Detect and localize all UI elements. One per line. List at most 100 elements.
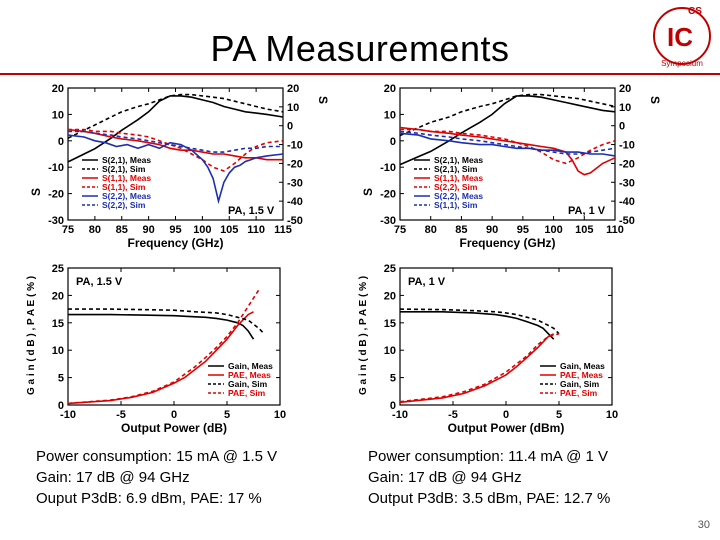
title-rule: [0, 73, 720, 75]
caption-right-line-2: Gain: 17 dB @ 94 GHz: [368, 469, 522, 486]
y-right-tick-label: -40: [619, 196, 635, 208]
chart-area: 75 80 85 90 95 100 105 110 11520100-10-20-302010…: [26, 83, 662, 435]
series-line-4: [400, 333, 560, 403]
y-right-tick-label: -10: [287, 140, 303, 152]
y-tick-label: -10: [48, 162, 64, 174]
series-line-2: [400, 333, 555, 404]
legend-label: Gain, Sim: [560, 379, 600, 389]
x-tick-label: 110: [247, 224, 265, 236]
series-line-1: [400, 95, 615, 166]
caption-left-line-2: Gain: 17 dB @ 94 GHz: [36, 469, 190, 486]
y-right-tick-label: 0: [287, 121, 293, 133]
y-tick-label: -10: [380, 162, 396, 174]
x-axis-label: Output Power (dBm): [448, 421, 565, 435]
x-tick-label: 100: [193, 224, 211, 236]
series-line-2: [68, 311, 254, 405]
legend-label: S(2,1), Sim: [434, 164, 478, 174]
y-axis-label: S: [361, 188, 375, 196]
svg-text:IC: IC: [667, 22, 693, 52]
y-tick-label: 25: [384, 263, 396, 275]
y-tick-label: 20: [384, 83, 396, 95]
y-tick-label: 0: [390, 136, 396, 148]
x-tick-label: 85: [455, 224, 467, 236]
legend-label: PAE, Meas: [560, 370, 603, 380]
y-tick-label: 20: [52, 290, 64, 302]
caption-right: Power consumption: 11.4 mA @ 1 V Gain: 1…: [368, 446, 610, 509]
x-tick-label: 80: [425, 224, 437, 236]
y-right-tick-label: 0: [619, 121, 625, 133]
x-tick-label: 75: [394, 224, 406, 236]
x-tick-label: 110: [606, 224, 624, 236]
series-line-3: [400, 308, 560, 335]
chart-annotation: PA, 1.5 V: [76, 276, 123, 288]
y-tick-label: -30: [48, 215, 64, 227]
legend-label: Gain, Meas: [228, 361, 273, 371]
legend-label: S(2,2), Sim: [102, 200, 146, 210]
y-right-tick-label: 10: [287, 102, 299, 114]
x-tick-label: 90: [486, 224, 498, 236]
y-right-axis-label: S: [648, 96, 662, 104]
legend-label: S(2,2), Meas: [434, 191, 483, 201]
y-tick-label: 10: [384, 345, 396, 357]
x-tick-label: 95: [169, 224, 181, 236]
y-right-tick-label: -30: [287, 177, 303, 189]
svg-text:Symposium: Symposium: [661, 59, 703, 68]
x-tick-label: 95: [517, 224, 529, 236]
y-tick-label: 15: [384, 318, 396, 330]
x-tick-label: 105: [220, 224, 238, 236]
y-tick-label: 5: [390, 373, 396, 385]
legend-label: S(2,2), Sim: [434, 182, 478, 192]
series-line-4: [68, 289, 260, 405]
legend-label: PAE, Sim: [228, 388, 266, 398]
x-tick-label: 85: [116, 224, 128, 236]
x-tick-label: 5: [224, 409, 230, 421]
x-tick-label: 10: [274, 409, 286, 421]
plot-frame: [67, 87, 284, 221]
x-tick-label: 80: [89, 224, 101, 236]
y-right-tick-label: -20: [619, 158, 635, 170]
x-tick-label: -10: [60, 409, 76, 421]
y-tick-label: 20: [384, 290, 396, 302]
y-right-tick-label: 10: [619, 102, 631, 114]
x-tick-label: 0: [171, 409, 177, 421]
x-axis-label: Frequency (GHz): [459, 236, 555, 250]
plot-frame: [399, 87, 616, 221]
csics-logo: CS IC Symposium: [653, 6, 711, 68]
y-tick-label: -30: [380, 215, 396, 227]
series-line-3: [68, 308, 265, 335]
y-right-tick-label: -10: [619, 140, 635, 152]
page-number: 30: [697, 519, 710, 531]
legend-label: S(2,1), Meas: [102, 155, 151, 165]
y-right-tick-label: 20: [287, 83, 299, 95]
x-axis-label: Output Power (dB): [121, 421, 227, 435]
legend-label: S(1,1), Meas: [434, 173, 483, 183]
x-axis-label: Frequency (GHz): [127, 236, 223, 250]
legend-label: Gain, Sim: [228, 379, 268, 389]
x-tick-label: -10: [392, 409, 408, 421]
y-axis-label: G a i n ( d B ) , P A E ( % ): [358, 276, 369, 395]
y-right-tick-label: -50: [619, 215, 635, 227]
series-line-6: [68, 130, 283, 153]
y-tick-label: 15: [52, 318, 64, 330]
x-tick-label: 90: [143, 224, 155, 236]
series-line-4: [400, 128, 615, 165]
chart-1: 75 80 85 90 95 100 105 110 11520100-10-20-302010…: [29, 83, 330, 250]
x-tick-label: 10: [606, 409, 618, 421]
series-line-6: [400, 130, 615, 155]
caption-left-line-1: Power consumption: 15 mA @ 1.5 V: [36, 448, 278, 465]
x-tick-label: 100: [544, 224, 562, 236]
y-axis-label: S: [29, 188, 43, 196]
legend-label: PAE, Meas: [228, 370, 271, 380]
chart-annotation: PA, 1 V: [568, 205, 606, 217]
y-axis-label: G a i n ( d B ) , P A E ( % ): [26, 276, 37, 395]
x-tick-label: -5: [116, 409, 126, 421]
y-tick-label: 10: [52, 109, 64, 121]
legend-label: PAE, Sim: [560, 388, 598, 398]
series-line-1: [68, 313, 255, 340]
legend-label: S(2,2), Meas: [102, 191, 151, 201]
